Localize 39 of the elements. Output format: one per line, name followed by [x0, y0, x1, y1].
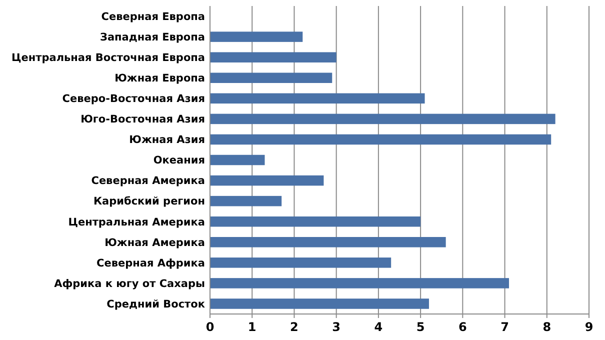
y-tick-label: Северо-Восточная Азия: [62, 93, 205, 106]
y-tick-label: Центральная Америка: [68, 216, 205, 228]
y-tick-label: Средний Восток: [106, 298, 205, 310]
y-tick-label: Южная Америка: [104, 236, 205, 249]
bar: [210, 196, 282, 206]
bar: [210, 154, 265, 166]
y-tick-label: Океания: [153, 154, 205, 167]
x-tick-label: 4: [374, 320, 383, 334]
x-tick-label: 2: [290, 320, 298, 334]
y-tick-label: Северная Африка: [96, 257, 205, 270]
y-tick-label: Южная Европа: [114, 72, 205, 85]
y-tick-label: Африка к югу от Сахары: [54, 278, 205, 290]
x-tick-label: 6: [458, 320, 467, 334]
y-tick-label: Северная Европа: [101, 10, 205, 23]
x-tick-label: 1: [248, 320, 256, 334]
y-tick-label: Центральная Восточная Европа: [12, 52, 205, 64]
bar: [210, 93, 425, 104]
bar: [210, 216, 421, 227]
bar: [210, 72, 332, 83]
y-tick-label: Северная Америка: [91, 175, 205, 188]
bar: [210, 175, 324, 186]
x-tick-label: 8: [542, 320, 552, 334]
x-tick-label: 9: [584, 320, 594, 334]
bar: [210, 32, 303, 42]
bar: [210, 298, 429, 309]
bar: [210, 278, 509, 288]
y-tick-label: Западная Европа: [100, 31, 205, 44]
bar: [210, 258, 392, 268]
bar: [210, 237, 446, 248]
y-tick-label: Южная Азия: [129, 134, 205, 146]
x-tick-label: 7: [500, 320, 509, 334]
y-tick-label: Карибский регион: [93, 196, 205, 208]
bar: [210, 114, 556, 124]
x-tick-label: 0: [206, 320, 214, 334]
bar: [210, 134, 552, 145]
bar: [210, 52, 336, 62]
x-tick-label: 5: [416, 320, 425, 334]
x-tick-label: 3: [332, 320, 341, 334]
y-tick-label: Юго-Восточная Азия: [80, 114, 205, 126]
